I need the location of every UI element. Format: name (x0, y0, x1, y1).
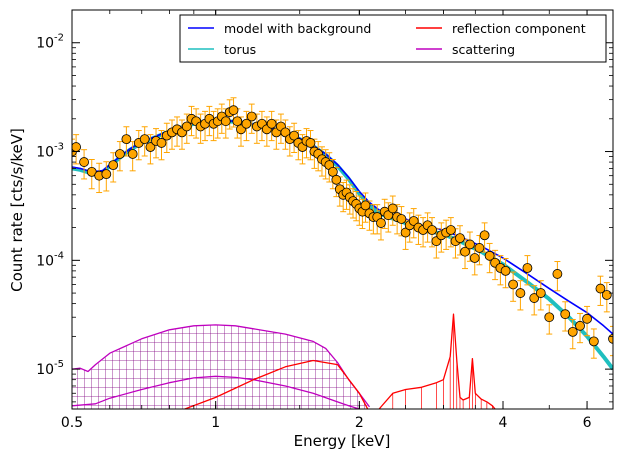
data-point (79, 157, 89, 167)
data-point (72, 142, 82, 152)
data-point (360, 200, 371, 211)
data-point (331, 174, 342, 185)
data-point (228, 105, 239, 116)
data-point (582, 313, 592, 324)
plot-frame (71, 9, 614, 410)
data-point (396, 214, 407, 224)
data-point (575, 320, 585, 331)
axis-ticks (71, 9, 613, 409)
data-point (139, 134, 150, 145)
legend-label-reflection-component: reflection component (452, 21, 586, 36)
data-point (601, 290, 612, 300)
y-tick-label: 10-3 (36, 142, 64, 161)
hatched-region (72, 314, 493, 409)
data-point (145, 142, 156, 152)
data-point (220, 116, 231, 127)
x-tick-label: 4 (499, 415, 508, 431)
legend-label-scattering: scattering (452, 42, 515, 57)
data-point (280, 127, 291, 138)
x-tick-label: 2 (355, 415, 364, 431)
data-point (376, 218, 386, 228)
data-point (408, 216, 419, 226)
x-tick-label: 6 (583, 415, 592, 431)
x-tick-label: 0.5 (61, 415, 83, 431)
data-point (552, 269, 563, 279)
data-point (455, 233, 465, 244)
y-axis-label: Count rate [cts/s/keV] (8, 128, 26, 292)
y-tick-label: 10-5 (36, 359, 64, 378)
axis-tick-labels: 0.5 1 2 4 6 10-5 10-4 10-3 10-2 (36, 33, 591, 431)
data-point (515, 288, 526, 298)
data-point (400, 227, 411, 238)
legend: model with background reflection componen… (179, 14, 607, 63)
data-point (121, 134, 132, 145)
data-point (567, 326, 578, 337)
plot-area (72, 97, 613, 409)
data-point (535, 288, 546, 298)
x-tick-label: 1 (211, 415, 220, 431)
data-point (544, 312, 555, 323)
data-point (115, 149, 125, 159)
data-point (465, 239, 475, 250)
data-point (588, 336, 599, 347)
data-point (508, 279, 519, 290)
data-point (427, 225, 437, 235)
data-point (305, 138, 316, 148)
data-point (387, 203, 398, 214)
data-point (474, 243, 485, 253)
data-point (232, 116, 243, 127)
data-point (445, 225, 456, 235)
data-point (484, 250, 495, 261)
series-scattering-line (72, 324, 371, 408)
data-points (72, 97, 613, 359)
data-point (522, 263, 533, 273)
data-point (500, 265, 511, 276)
series-scattering-lower-line (72, 375, 360, 409)
x-axis-label: Energy [keV] (294, 432, 391, 450)
data-point (595, 283, 606, 294)
legend-label-torus: torus (224, 42, 256, 57)
data-point (529, 293, 540, 303)
data-point (101, 169, 112, 180)
legend-box (179, 14, 607, 63)
data-point (266, 118, 277, 129)
y-tick-label: 10-2 (36, 33, 64, 52)
data-point (560, 309, 571, 320)
data-point (241, 118, 252, 129)
data-point (460, 246, 470, 257)
y-tick-label: 10-4 (36, 250, 64, 269)
series-reflection-component-line (182, 313, 496, 409)
data-point (156, 138, 167, 148)
data-point (289, 130, 300, 141)
data-point (479, 230, 490, 241)
data-point (469, 253, 480, 263)
data-point (108, 160, 119, 171)
data-point (181, 121, 192, 132)
data-point (127, 149, 138, 159)
legend-label-model-with-background: model with background (224, 21, 371, 36)
data-point (246, 111, 257, 122)
